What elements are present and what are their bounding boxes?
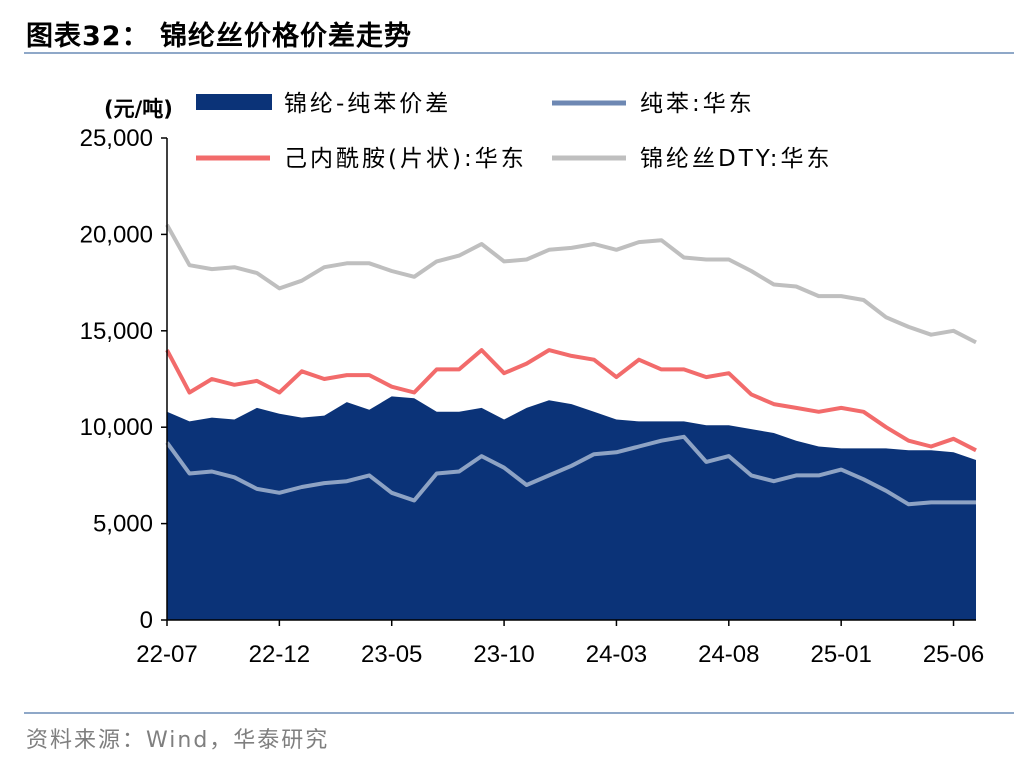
y-tick-label: 20,000 (80, 221, 153, 248)
x-tick-label: 25-06 (923, 641, 984, 668)
line-layer (165, 223, 977, 507)
series-line-2 (165, 348, 977, 453)
figure-title: 图表32： 锦纶丝价格价差走势 (26, 21, 412, 52)
y-tick-label: 25,000 (80, 125, 153, 152)
series-line-3 (165, 223, 977, 345)
y-axis-ticks: 0 5,000 10,000 15,000 20,000 25,000 (80, 125, 167, 634)
y-tick-label: 10,000 (80, 414, 153, 441)
legend-label-spread: 锦纶-纯苯价差 (284, 91, 451, 117)
legend-label-dty: 锦纶丝DTY:华东 (640, 146, 833, 172)
x-tick-label: 25-01 (810, 641, 871, 668)
y-axis-unit: (元/吨) (104, 97, 173, 121)
title-rule (24, 52, 1014, 54)
area-layer (167, 396, 976, 620)
x-tick-label: 24-03 (586, 641, 647, 668)
legend-label-benzene: 纯苯:华东 (640, 91, 755, 117)
x-tick-label: 22-07 (136, 641, 197, 668)
legend: 锦纶-纯苯价差 纯苯:华东 己内酰胺(片状):华东 锦纶丝DTY:华东 (196, 91, 833, 172)
chart: 0 5,000 10,000 15,000 20,000 25,000 22-07 22-1… (80, 91, 985, 668)
series-area-0 (167, 396, 976, 620)
x-tick-label: 23-05 (361, 641, 422, 668)
x-tick-label: 24-08 (698, 641, 759, 668)
y-tick-label: 0 (140, 607, 153, 634)
legend-label-caprolactam: 己内酰胺(片状):华东 (284, 146, 527, 172)
series-line-1 (165, 434, 976, 507)
source-rule (24, 712, 1014, 714)
x-axis-ticks: 22-07 22-12 23-05 23-10 24-03 24-08 25-01 25-06 (136, 620, 984, 668)
source-note: 资料来源：Wind，华泰研究 (26, 728, 330, 753)
y-tick-label: 15,000 (80, 318, 153, 345)
plot-area: 0 5,000 10,000 15,000 20,000 25,000 22-07 22-1… (80, 125, 985, 668)
y-tick-label: 5,000 (93, 511, 153, 538)
x-tick-label: 22-12 (249, 641, 310, 668)
x-tick-label: 23-10 (473, 641, 534, 668)
legend-swatch-spread (196, 94, 272, 110)
